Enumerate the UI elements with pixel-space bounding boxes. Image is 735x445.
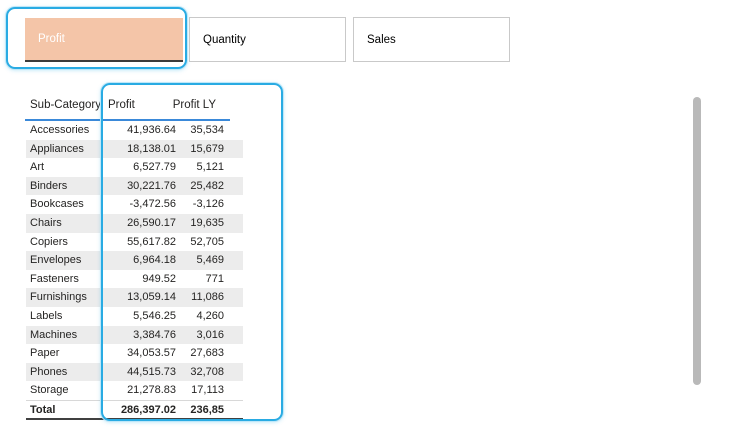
table-header-row: Sub-Category Profit Profit LY	[25, 95, 243, 121]
cell-profit: 26,590.17	[127, 216, 176, 229]
cell-profit: 34,053.57	[127, 347, 176, 360]
table-row[interactable]: Furnishings 13,059.14 11,086	[26, 288, 243, 307]
table-row[interactable]: Phones 44,515.73 32,708	[26, 362, 243, 382]
slicer-button-profit-label: Profit	[38, 33, 65, 45]
cell-sub-category: Art	[30, 161, 45, 174]
slicer-button-quantity-label: Quantity	[203, 33, 246, 46]
column-header-profit[interactable]: Profit	[108, 99, 135, 111]
cell-profit: 949.52	[142, 272, 176, 285]
slicer-button-quantity[interactable]: Quantity	[189, 17, 346, 62]
cell-profit: 6,527.79	[133, 161, 176, 174]
cell-profit: 21,278.83	[127, 384, 176, 397]
cell-sub-category: Phones	[30, 365, 68, 378]
cell-profit-ly: 19,635	[190, 216, 224, 229]
cell-profit-ly: 771	[205, 272, 224, 285]
cell-sub-category: Binders	[30, 179, 68, 192]
table-row[interactable]: Paper 34,053.57 27,683	[26, 344, 243, 363]
column-header-profit-ly[interactable]: Profit LY	[172, 99, 216, 111]
cell-profit-ly: 3,016	[196, 328, 224, 341]
cell-profit-ly: -3,126	[192, 198, 224, 211]
table-row[interactable]: Bookcases -3,472.56 -3,126	[26, 195, 243, 214]
header-underline	[25, 119, 230, 121]
cell-sub-category: Furnishings	[30, 291, 87, 304]
cell-profit: 44,515.73	[127, 365, 176, 378]
cell-sub-category: Envelopes	[30, 254, 82, 267]
table-row[interactable]: Labels 5,546.25 4,260	[26, 307, 243, 326]
cell-profit: 55,617.82	[127, 235, 176, 248]
cell-sub-category: Storage	[30, 384, 69, 397]
table-row[interactable]: Storage 21,278.83 17,113	[26, 381, 243, 400]
table-row[interactable]: Machines 3,384.76 3,016	[26, 325, 243, 345]
table-row[interactable]: Binders 30,221.76 25,482	[26, 176, 243, 196]
subcategory-table: Sub-Category Profit Profit LY Accessorie…	[25, 95, 243, 420]
cell-sub-category: Accessories	[30, 124, 90, 136]
column-header-sub-category[interactable]: Sub-Category	[30, 99, 101, 111]
cell-profit-ly: 32,708	[190, 365, 224, 378]
slicer-button-sales-label: Sales	[367, 33, 396, 46]
table-row[interactable]: Accessories 41,936.64 35,534	[26, 121, 243, 140]
cell-profit-ly: 35,534	[190, 124, 224, 136]
cell-sub-category: Paper	[30, 347, 60, 360]
table-row[interactable]: Fasteners 949.52 771	[26, 270, 243, 289]
table-total-row: Total 286,397.02 236,85	[26, 399, 243, 420]
cell-sub-category: Chairs	[30, 216, 62, 229]
vertical-scrollbar-thumb[interactable]	[693, 97, 701, 385]
cell-sub-category: Appliances	[30, 142, 84, 155]
slicer-button-profit[interactable]: Profit	[25, 18, 183, 62]
cell-profit-ly: 11,086	[191, 291, 224, 304]
cell-profit-ly: 5,121	[196, 161, 224, 174]
cell-sub-category: Bookcases	[30, 198, 84, 211]
cell-profit-ly: 5,469	[196, 254, 224, 267]
cell-profit: -3,472.56	[129, 198, 176, 211]
table-row[interactable]: Art 6,527.79 5,121	[26, 158, 243, 177]
cell-profit-ly: 17,113	[191, 384, 224, 397]
cell-profit-ly: 25,482	[190, 179, 224, 192]
cell-profit: 5,546.25	[133, 309, 176, 322]
table-row[interactable]: Chairs 26,590.17 19,635	[26, 213, 243, 233]
cell-sub-category: Labels	[30, 309, 63, 322]
table-row[interactable]: Appliances 18,138.01 15,679	[26, 139, 243, 159]
cell-profit-ly: 27,683	[190, 347, 224, 360]
cell-profit: 6,964.18	[133, 254, 176, 267]
cell-profit: 18,138.01	[127, 142, 176, 155]
total-profit-value: 286,397.02	[120, 403, 176, 416]
total-label: Total	[30, 403, 56, 416]
cell-profit: 30,221.76	[127, 179, 176, 192]
cell-profit-ly: 15,679	[190, 142, 224, 155]
cell-profit-ly: 4,260	[196, 309, 224, 322]
slicer-button-sales[interactable]: Sales	[353, 17, 510, 62]
cell-profit: 13,059.14	[127, 291, 176, 304]
cell-sub-category: Fasteners	[30, 272, 79, 285]
total-profit-ly-value: 236,85	[190, 403, 224, 416]
cell-profit-ly: 52,705	[190, 235, 224, 248]
cell-sub-category: Copiers	[30, 235, 68, 248]
cell-profit: 3,384.76	[133, 328, 176, 341]
table-row[interactable]: Copiers 55,617.82 52,705	[26, 233, 243, 252]
cell-profit: 41,936.64	[127, 124, 176, 136]
table-row[interactable]: Envelopes 6,964.18 5,469	[26, 251, 243, 270]
table-body: Accessories 41,936.64 35,534 Appliances 18,1…	[26, 121, 243, 400]
cell-sub-category: Machines	[30, 328, 78, 341]
